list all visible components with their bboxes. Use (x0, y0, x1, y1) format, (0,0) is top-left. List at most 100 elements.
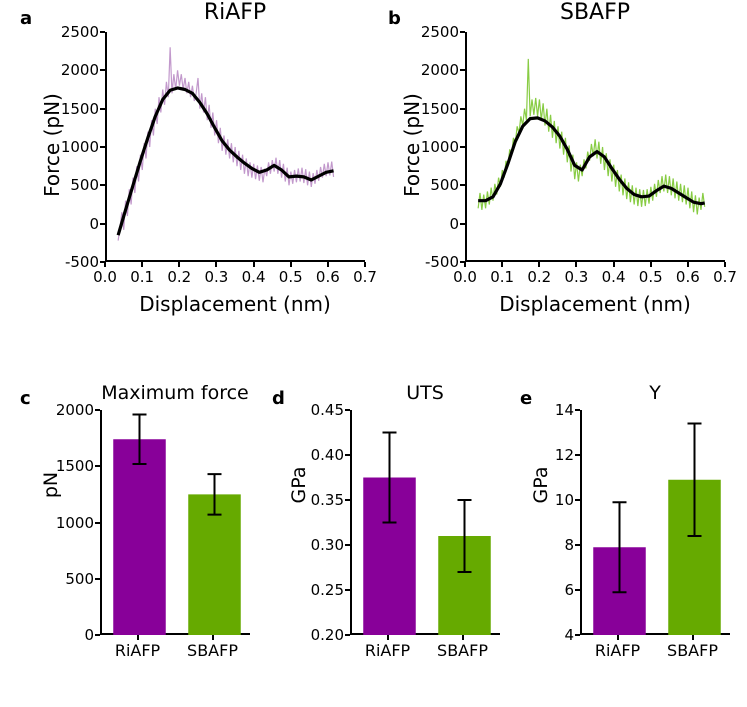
ytick-mark (460, 223, 465, 225)
xtick-mark (650, 262, 652, 267)
ytick-label: 0 (53, 215, 99, 233)
xtick-label: 0.3 (204, 268, 228, 286)
xtick-mark (724, 262, 726, 267)
bar-xtick-label: RiAFP (115, 641, 160, 660)
xtick-label: 0.5 (639, 268, 663, 286)
ytick-mark (575, 589, 580, 591)
xtick-label: 0.5 (279, 268, 303, 286)
bar-xtick-label: RiAFP (595, 641, 640, 660)
xtick-mark (617, 635, 619, 640)
ytick-label: 1000 (53, 138, 99, 156)
xtick-mark (141, 262, 143, 267)
bar-xtick-label: RiAFP (365, 641, 410, 660)
panel-d-title: UTS (350, 382, 500, 404)
ytick-label: 500 (53, 176, 99, 194)
xtick-label: 0.2 (527, 268, 551, 286)
xtick-mark (613, 262, 615, 267)
panel-d-plot (350, 410, 500, 635)
bar-RiAFP (113, 439, 166, 635)
ytick-label: -500 (413, 253, 459, 271)
xtick-mark (327, 262, 329, 267)
ytick-mark (460, 31, 465, 33)
panel-b-letter: b (388, 8, 401, 29)
ytick-label: 14 (530, 401, 574, 419)
bar-xtick-label: SBAFP (667, 641, 718, 660)
ytick-mark (95, 634, 100, 636)
panel-e-plot (580, 410, 730, 635)
ytick-label: 0.45 (300, 401, 344, 419)
ytick-label: 0.35 (300, 491, 344, 509)
ytick-label: -500 (53, 253, 99, 271)
ytick-mark (575, 634, 580, 636)
ytick-mark (345, 409, 350, 411)
panel-a-title: RiAFP (105, 0, 365, 25)
ytick-label: 4 (530, 626, 574, 644)
ytick-mark (345, 499, 350, 501)
ytick-mark (460, 184, 465, 186)
ytick-mark (345, 589, 350, 591)
xtick-mark (253, 262, 255, 267)
xtick-mark (215, 262, 217, 267)
ytick-mark (460, 69, 465, 71)
xtick-label: 0.6 (676, 268, 700, 286)
ytick-label: 500 (50, 570, 94, 588)
panel-e-svg (582, 410, 732, 635)
ytick-label: 0 (413, 215, 459, 233)
ytick-label: 500 (413, 176, 459, 194)
ytick-label: 1500 (53, 100, 99, 118)
panel-d-letter: d (272, 388, 285, 409)
xtick-mark (212, 635, 214, 640)
xtick-mark (364, 262, 366, 267)
ytick-label: 1500 (413, 100, 459, 118)
ytick-mark (460, 261, 465, 263)
ytick-label: 2500 (413, 23, 459, 41)
xtick-label: 0.4 (602, 268, 626, 286)
ytick-mark (100, 108, 105, 110)
ytick-mark (460, 146, 465, 148)
panel-c-letter: c (20, 388, 31, 409)
xtick-mark (137, 635, 139, 640)
xtick-label: 0.3 (564, 268, 588, 286)
ytick-mark (100, 69, 105, 71)
ytick-mark (345, 544, 350, 546)
xtick-mark (687, 262, 689, 267)
panel-c-title: Maximum force (95, 382, 255, 404)
xtick-mark (575, 262, 577, 267)
ytick-label: 2500 (53, 23, 99, 41)
ytick-label: 12 (530, 446, 574, 464)
ytick-label: 6 (530, 581, 574, 599)
xtick-label: 0.6 (316, 268, 340, 286)
ytick-mark (95, 578, 100, 580)
ytick-label: 0.30 (300, 536, 344, 554)
ytick-mark (100, 184, 105, 186)
panel-a-letter: a (20, 8, 32, 29)
panel-e-title: Y (580, 382, 730, 404)
ytick-mark (345, 454, 350, 456)
panel-c-svg (102, 410, 252, 635)
panel-c-ylabel: pN (40, 410, 62, 560)
xtick-mark (290, 262, 292, 267)
xtick-mark (692, 635, 694, 640)
panel-b-title: SBAFP (465, 0, 725, 25)
ytick-mark (345, 634, 350, 636)
ytick-label: 1000 (413, 138, 459, 156)
ytick-label: 1500 (50, 457, 94, 475)
ytick-mark (100, 223, 105, 225)
panel-b-svg (467, 32, 727, 262)
figure-root: a RiAFP Force (pN) Displacement (nm) 0.0… (0, 0, 747, 707)
ytick-mark (95, 409, 100, 411)
ytick-mark (575, 409, 580, 411)
ytick-label: 0.20 (300, 626, 344, 644)
ytick-mark (575, 454, 580, 456)
ytick-mark (100, 146, 105, 148)
xtick-mark (501, 262, 503, 267)
panel-d-svg (352, 410, 502, 635)
xtick-mark (538, 262, 540, 267)
xtick-label: 0.1 (490, 268, 514, 286)
ytick-label: 0.25 (300, 581, 344, 599)
xtick-label: 0.7 (713, 268, 737, 286)
ytick-mark (95, 522, 100, 524)
ytick-label: 8 (530, 536, 574, 554)
ytick-label: 2000 (413, 61, 459, 79)
ytick-mark (100, 31, 105, 33)
